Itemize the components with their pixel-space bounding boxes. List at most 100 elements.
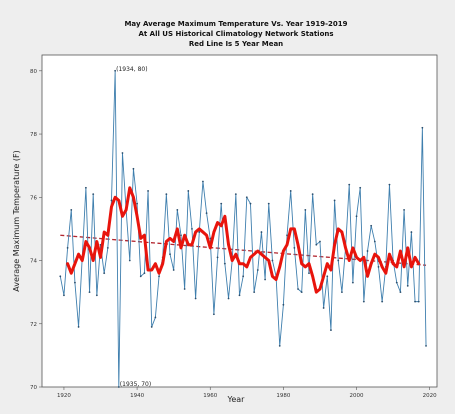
annual-data-point bbox=[110, 199, 113, 202]
annual-data-point bbox=[337, 259, 340, 262]
annual-data-point bbox=[128, 259, 131, 262]
annual-data-point bbox=[425, 344, 427, 347]
annual-data-point bbox=[370, 224, 373, 227]
annual-data-point bbox=[267, 202, 270, 205]
annual-data-point bbox=[74, 281, 76, 284]
annual-data-point bbox=[198, 231, 201, 233]
annual-data-point bbox=[421, 126, 424, 129]
annual-data-point bbox=[362, 300, 365, 303]
annual-data-point bbox=[63, 294, 65, 297]
x-tick-label: 1960 bbox=[203, 393, 217, 399]
annual-data-point bbox=[410, 231, 413, 233]
annual-data-point bbox=[114, 69, 117, 72]
annual-data-point bbox=[315, 243, 318, 246]
annual-data-point bbox=[403, 209, 405, 211]
chart-title: May Average Maximum Temperature Vs. Year… bbox=[124, 20, 347, 48]
annual-data-point bbox=[304, 209, 307, 211]
annual-data-point bbox=[66, 246, 69, 249]
annual-data-point bbox=[147, 190, 149, 192]
annual-data-point bbox=[165, 193, 168, 196]
annual-data-point bbox=[399, 291, 402, 294]
annual-data-point bbox=[245, 196, 248, 199]
annual-data-point bbox=[136, 202, 138, 205]
annual-data-point bbox=[282, 303, 285, 306]
chart-title-line-1: May Average Maximum Temperature Vs. Year… bbox=[124, 20, 347, 28]
annual-data-point bbox=[158, 275, 160, 278]
x-tick-label: 2020 bbox=[423, 393, 437, 399]
annual-data-point bbox=[169, 253, 171, 256]
annual-data-point bbox=[406, 284, 409, 287]
annotation-layer: (1934, 80) (1935, 70) bbox=[116, 66, 151, 388]
five-year-mean-line bbox=[66, 186, 421, 294]
annual-data-point bbox=[249, 202, 252, 205]
annual-data-point bbox=[300, 291, 303, 294]
y-tick-label: 72 bbox=[30, 322, 37, 328]
y-tick-label: 76 bbox=[30, 195, 37, 201]
annual-data-point bbox=[341, 291, 343, 294]
annual-data-point bbox=[70, 209, 73, 211]
annual-data-point bbox=[333, 199, 336, 202]
x-tick-label: 2000 bbox=[350, 393, 364, 399]
annual-data-point bbox=[308, 272, 310, 275]
annual-data-point bbox=[297, 288, 299, 290]
annual-data-point bbox=[271, 259, 274, 262]
annual-data-point bbox=[278, 344, 281, 347]
annual-data-point bbox=[395, 281, 398, 284]
annual-data-point bbox=[256, 269, 259, 271]
annual-data-point bbox=[88, 291, 91, 294]
annual-data-point bbox=[286, 234, 288, 237]
annual-data-point bbox=[223, 262, 226, 265]
annual-data-point bbox=[106, 246, 109, 249]
annual-data-point bbox=[143, 272, 146, 275]
chart-title-line-2: At All US Historical Climatology Network… bbox=[138, 30, 333, 38]
x-axis-ticks: 1920 1940 1960 1980 2000 2020 bbox=[57, 387, 437, 399]
annual-data-point bbox=[351, 281, 354, 284]
annual-data-point bbox=[330, 329, 332, 331]
annual-data-point bbox=[322, 307, 325, 309]
annual-data-point bbox=[381, 300, 384, 303]
y-tick-label: 78 bbox=[30, 132, 37, 138]
annual-data-point bbox=[388, 183, 391, 186]
annual-data-point bbox=[366, 250, 369, 252]
annual-data-point bbox=[238, 294, 241, 297]
annual-data-point bbox=[103, 272, 106, 275]
annual-data-point bbox=[84, 186, 87, 189]
annual-data-point bbox=[355, 215, 358, 218]
x-tick-label: 1980 bbox=[276, 393, 290, 399]
annual-data-point bbox=[311, 193, 314, 196]
annual-data-point bbox=[187, 190, 190, 192]
annual-data-point bbox=[183, 288, 186, 290]
annual-data-point bbox=[293, 246, 296, 249]
annual-data-point bbox=[150, 326, 153, 328]
x-tick-label: 1940 bbox=[130, 393, 144, 399]
annual-data-point bbox=[205, 212, 208, 214]
y-tick-label: 70 bbox=[30, 385, 37, 391]
x-axis-label: Year bbox=[227, 395, 246, 404]
annual-data-point bbox=[414, 300, 416, 303]
annual-data-point bbox=[417, 300, 420, 303]
annual-data-point bbox=[95, 294, 98, 297]
y-tick-label: 80 bbox=[30, 69, 37, 75]
series-layer bbox=[59, 69, 427, 388]
annual-data-point bbox=[377, 265, 380, 268]
annual-data-point bbox=[242, 275, 245, 278]
annual-data-point bbox=[289, 190, 292, 192]
annual-data-point bbox=[202, 180, 204, 183]
plot-area bbox=[41, 54, 438, 388]
annual-data-point bbox=[253, 291, 256, 294]
annual-data-point bbox=[92, 193, 95, 196]
chart-title-line-3: Red Line Is 5 Year Mean bbox=[189, 40, 283, 48]
annual-data-point bbox=[319, 240, 321, 243]
annual-data-point bbox=[121, 152, 124, 154]
annual-data-point bbox=[264, 278, 267, 281]
annual-data-point bbox=[59, 275, 62, 278]
point-annotation: (1935, 70) bbox=[120, 381, 151, 388]
annual-data-point bbox=[176, 209, 179, 211]
annual-data-point bbox=[77, 326, 80, 328]
annual-data-point bbox=[172, 269, 175, 271]
annual-data-point bbox=[209, 237, 212, 240]
y-tick-label: 74 bbox=[30, 259, 37, 265]
annual-data-point bbox=[227, 297, 230, 300]
annual-data-point bbox=[117, 386, 120, 388]
